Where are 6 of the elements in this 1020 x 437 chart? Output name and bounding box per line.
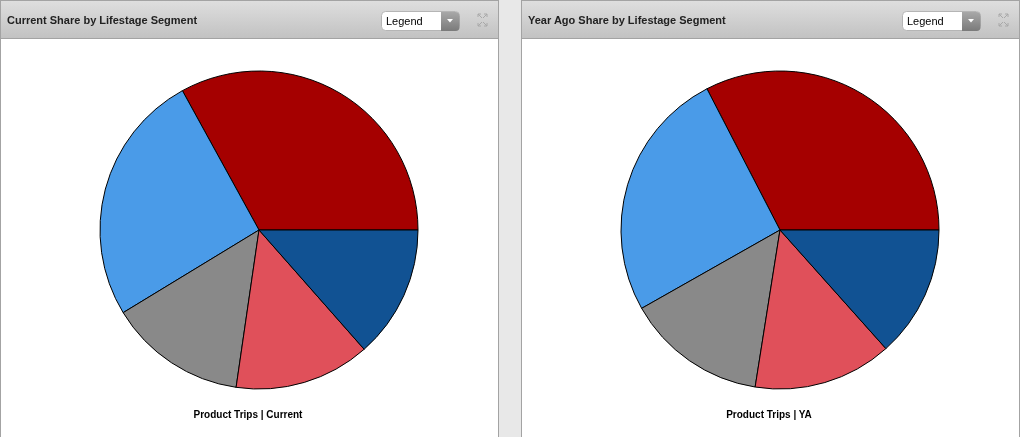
dropdown: Legend bbox=[381, 11, 460, 31]
chart-title: Current Share by Lifestage Segment bbox=[7, 14, 198, 26]
dropdown: Legend bbox=[902, 11, 981, 31]
text: Product Trips | YA bbox=[726, 409, 812, 420]
chart-title: Year Ago Share by Lifestage Segment bbox=[528, 14, 726, 26]
text: Product Trips | Current bbox=[193, 409, 304, 420]
